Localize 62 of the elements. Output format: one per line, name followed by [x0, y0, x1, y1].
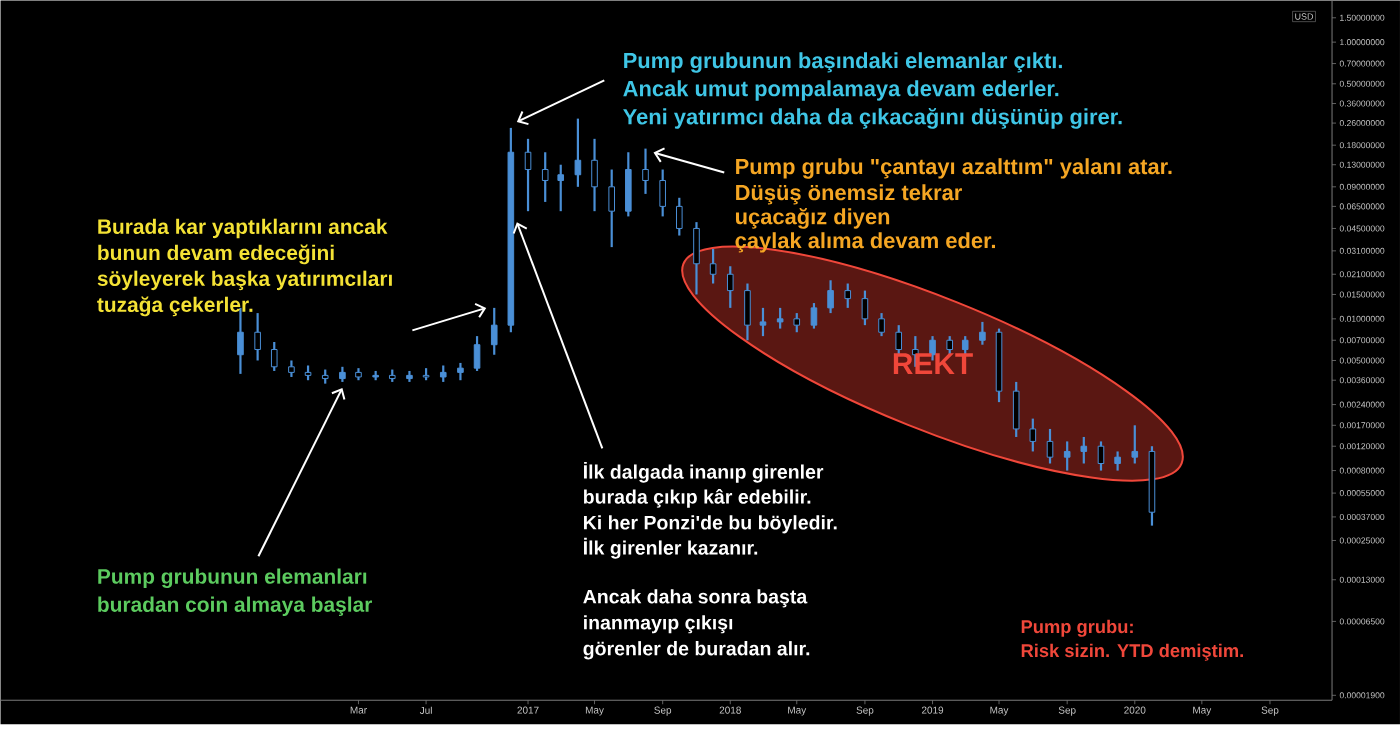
annotation: inanmayıp çıkışı — [584, 615, 733, 634]
candlestick — [557, 163, 565, 213]
candlestick — [1063, 440, 1071, 472]
candlestick — [1131, 424, 1139, 465]
annotation: İlk dalgada inanıp girenler — [584, 461, 824, 483]
candlestick — [457, 361, 464, 382]
candlestick — [270, 340, 278, 372]
annotation: İlk girenler kazanır. — [584, 537, 758, 559]
candlestick — [709, 247, 717, 285]
candlestick — [659, 168, 666, 218]
annotation: Risk sizin. YTD demiştim. — [1021, 643, 1243, 661]
candlestick — [591, 137, 598, 213]
annotation: Düşüş önemsiz tekrar — [736, 184, 962, 205]
candlestick — [793, 311, 801, 334]
annotation: Ancak umut pompalamaya devam ederler. — [623, 80, 1059, 101]
candlestick — [676, 196, 683, 237]
candlestick — [524, 137, 532, 213]
candlestick — [254, 311, 261, 362]
annotation: Burada kar yaptıklarını ancak — [98, 218, 388, 239]
candlestick — [861, 289, 869, 327]
candlestick — [878, 311, 885, 338]
candlestick — [1012, 380, 1020, 438]
candlestick — [625, 151, 632, 218]
candlestick — [1046, 427, 1054, 465]
annotation: Pump grubu "çantayı azalttım" yalanı atar. — [736, 158, 1172, 179]
candlestick — [744, 282, 751, 342]
annotation: Ki her Ponzi'de bu böyledir. — [584, 515, 837, 534]
candlestick — [726, 265, 734, 309]
annotation: Pump grubunun başındaki elemanlar çıktı. — [624, 52, 1062, 73]
annotation: söyleyerek başka yatırımcıları — [97, 270, 392, 291]
candlestick — [473, 334, 481, 372]
candlestick — [810, 301, 818, 330]
candlestick — [844, 282, 852, 309]
annotation: görenler de buradan alır. — [583, 641, 810, 660]
candlestick — [490, 306, 498, 356]
candlestick — [608, 168, 615, 249]
annotation: bunun devam edeceğini — [98, 244, 334, 265]
candlestick — [759, 306, 767, 338]
annotation: çaylak alıma devam eder. — [735, 232, 995, 253]
candlestick — [979, 320, 986, 346]
candlestick — [693, 220, 700, 296]
candlestick — [541, 151, 549, 203]
candlestick — [946, 334, 954, 356]
candlestick — [961, 334, 969, 356]
annotation: Yeni yatırımcı daha da çıkacağını düşünüp girer. — [623, 108, 1122, 129]
candlestick — [642, 147, 649, 195]
candlestick — [827, 279, 834, 315]
annotation: tuzağa çekerler. — [97, 296, 253, 317]
annotation: buradan coin almaya başlar — [98, 596, 373, 616]
candlestick — [776, 306, 784, 330]
candlestick — [1114, 450, 1121, 472]
annotation: Pump grubu: — [1021, 619, 1133, 637]
annotation: uçacağız diyen — [735, 207, 890, 229]
annotation: Ancak daha sonra başta — [583, 589, 808, 608]
candlestick — [1080, 435, 1088, 465]
candlestick — [574, 117, 582, 188]
annotation: REKT — [893, 353, 973, 374]
annotation: Pump grubunun elemanları — [98, 568, 367, 588]
candlestick — [1029, 417, 1037, 453]
candlestick — [895, 323, 903, 356]
candlestick — [1097, 440, 1105, 472]
annotation: burada çıkıp kâr edebilir. — [583, 488, 811, 508]
